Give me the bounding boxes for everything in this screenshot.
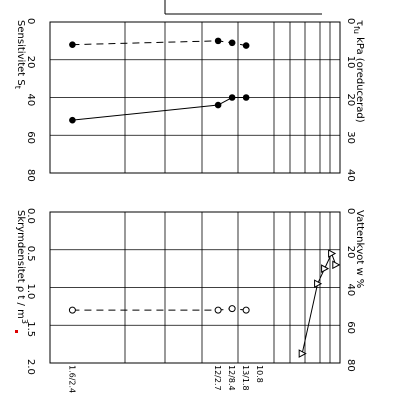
right-tick-label: 0 bbox=[345, 208, 356, 214]
data-point bbox=[321, 264, 330, 273]
data-point bbox=[69, 116, 76, 124]
depth-tick-label: 1.6/2.4 bbox=[67, 365, 76, 393]
depth-axis: 1.6/2.4 12/2.7 12/8.4 13/1.8 10.8 bbox=[67, 365, 264, 393]
data-point bbox=[68, 306, 76, 314]
data-point bbox=[69, 41, 76, 48]
data-point bbox=[228, 94, 236, 101]
right-tick-label: 80 bbox=[345, 359, 356, 372]
left-tick-label: 40 bbox=[25, 94, 36, 107]
data-point bbox=[228, 305, 236, 313]
series-line bbox=[72, 40, 247, 47]
series-line bbox=[72, 97, 247, 121]
data-point bbox=[214, 101, 222, 109]
left-tick-label: 1.0 bbox=[25, 284, 36, 300]
data-point bbox=[214, 37, 222, 45]
series-line bbox=[301, 252, 337, 354]
series-line bbox=[72, 308, 247, 311]
left-tick-label: 80 bbox=[25, 169, 36, 182]
depth-tick-label: 12/2.7 bbox=[213, 365, 222, 391]
top-right-axis-title: τfu kPa (oreducerad) bbox=[352, 20, 365, 123]
depth-tick-label: 12/8.4 bbox=[227, 365, 236, 391]
data-point bbox=[228, 39, 236, 47]
data-point bbox=[328, 249, 337, 258]
depth-tick-label: 10.8 bbox=[255, 365, 264, 383]
data-point bbox=[242, 94, 250, 101]
depth-tick-label: 13/1.8 bbox=[241, 365, 250, 391]
right-tick-label: 20 bbox=[345, 94, 356, 107]
right-tick-label: 30 bbox=[345, 131, 356, 144]
top-left-axis-title: Sensitivitet St bbox=[13, 20, 26, 89]
left-tick-label: 0.0 bbox=[25, 208, 36, 224]
data-point bbox=[242, 306, 250, 314]
left-tick-label: 20 bbox=[25, 56, 36, 69]
red-marker bbox=[15, 330, 18, 333]
data-point bbox=[332, 260, 341, 270]
data-point bbox=[298, 349, 307, 358]
right-tick-label: 60 bbox=[345, 321, 356, 334]
right-tick-label: 10 bbox=[345, 56, 356, 69]
right-tick-label: 20 bbox=[345, 246, 356, 259]
bottom-right-axis-title: Vattenkvot w % bbox=[354, 210, 365, 288]
right-tick-label: 40 bbox=[345, 169, 356, 182]
left-tick-label: 0 bbox=[25, 18, 36, 24]
data-point bbox=[242, 42, 250, 49]
left-tick-label: 1.5 bbox=[25, 321, 36, 337]
data-point bbox=[314, 279, 323, 289]
left-tick-label: 2.0 bbox=[25, 359, 36, 375]
bottom-panel: 0.0 0.5 1.0 1.5 2.0 0 20 40 60 80 bbox=[25, 208, 356, 375]
bottom-left-axis-title: Skrymdensitet ρ t / m3 bbox=[15, 210, 29, 324]
left-tick-label: 0.5 bbox=[25, 246, 36, 262]
data-point bbox=[214, 306, 222, 314]
top-panel: 0 20 40 60 80 0 10 20 30 40 bbox=[25, 18, 356, 182]
left-tick-label: 60 bbox=[25, 131, 36, 144]
right-tick-label: 40 bbox=[345, 284, 356, 297]
right-tick-label: 0 bbox=[345, 18, 356, 24]
